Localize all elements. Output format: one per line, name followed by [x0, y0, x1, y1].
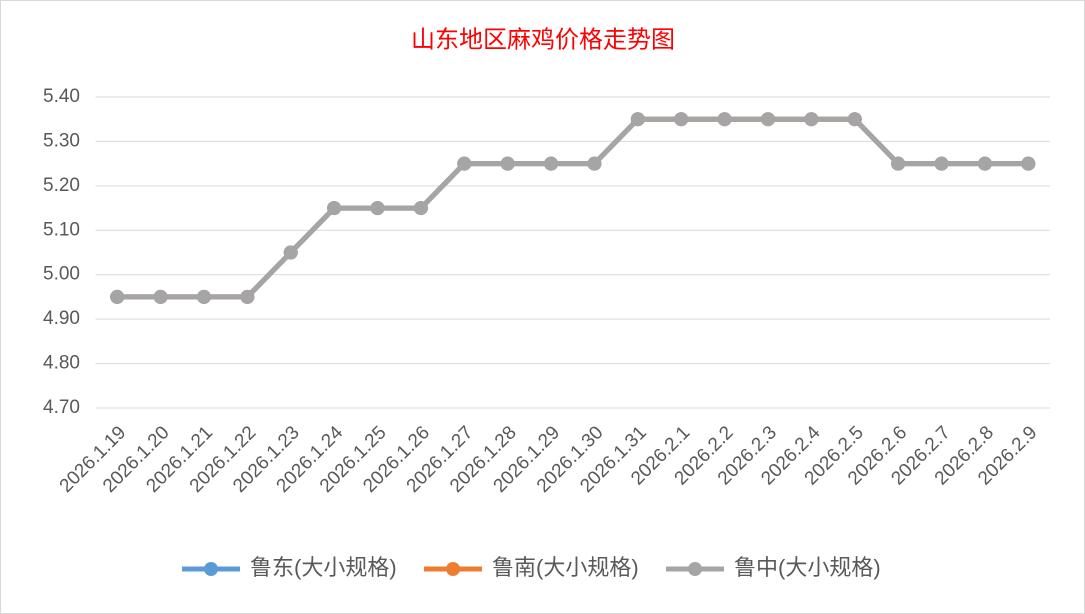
series-marker	[977, 156, 992, 171]
legend-label: 鲁中(大小规格)	[734, 555, 881, 580]
y-tick-label: 5.00	[43, 264, 80, 285]
series-marker	[760, 112, 775, 127]
y-tick-label: 4.80	[43, 353, 80, 374]
y-tick-label: 5.40	[43, 86, 80, 107]
series-marker	[457, 156, 472, 171]
series-marker	[804, 112, 819, 127]
series-marker	[370, 201, 385, 216]
series-marker	[934, 156, 949, 171]
series-marker	[674, 112, 689, 127]
series-marker	[587, 156, 602, 171]
legend-marker	[688, 562, 702, 576]
series-marker	[110, 289, 125, 304]
legend-label: 鲁南(大小规格)	[492, 555, 639, 580]
series-marker	[544, 156, 559, 171]
series-marker	[891, 156, 906, 171]
series-marker	[283, 245, 298, 260]
y-tick-label: 4.90	[43, 308, 80, 329]
y-tick-label: 4.70	[43, 397, 80, 418]
series-marker	[1021, 156, 1036, 171]
chart-title: 山东地区麻鸡价格走势图	[411, 27, 675, 54]
series-marker	[847, 112, 862, 127]
series-marker	[717, 112, 732, 127]
legend-marker	[446, 562, 460, 576]
legend-label: 鲁东(大小规格)	[250, 555, 397, 580]
series-marker	[196, 289, 211, 304]
series-marker	[630, 112, 645, 127]
y-tick-label: 5.30	[43, 130, 80, 151]
y-tick-label: 5.20	[43, 175, 80, 196]
legend-marker	[204, 562, 218, 576]
y-tick-label: 5.10	[43, 219, 80, 240]
series-line	[117, 116, 1029, 300]
series-marker	[500, 156, 515, 171]
series-marker	[327, 201, 342, 216]
series-marker	[153, 289, 168, 304]
series-marker	[240, 289, 255, 304]
series-marker	[413, 201, 428, 216]
